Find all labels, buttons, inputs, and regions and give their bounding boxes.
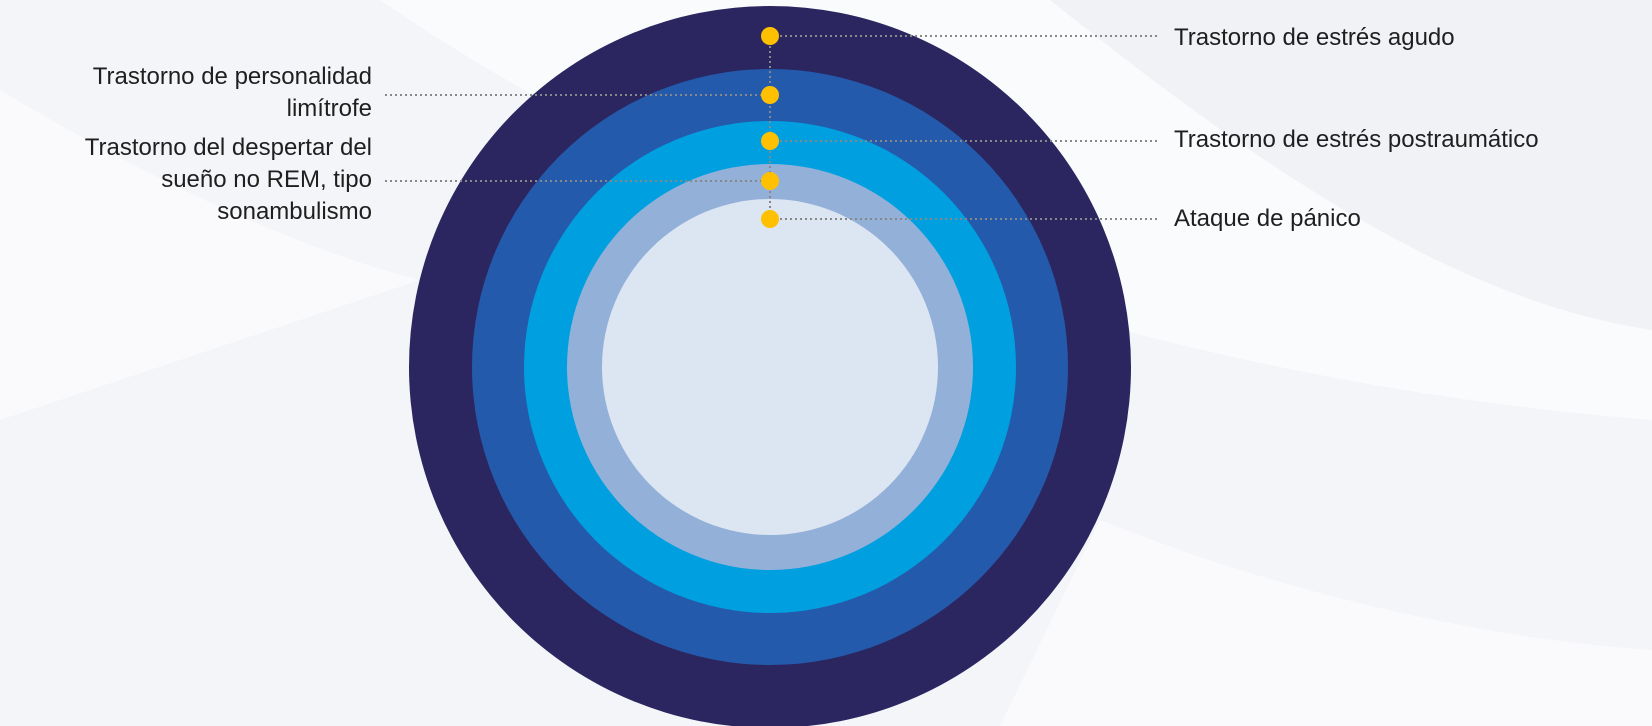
label-borderline: Trastorno de personalidad limítrofe <box>93 61 372 125</box>
label-sleepwalking-line3: sonambulismo <box>217 198 372 225</box>
ring-core <box>602 199 938 535</box>
marker-sleepwalking <box>761 172 779 190</box>
marker-ptsd <box>761 132 779 150</box>
label-acute-stress: Trastorno de estrés agudo <box>1174 22 1455 54</box>
label-sleepwalking: Trastorno del despertar del sueño no REM… <box>85 132 372 228</box>
label-borderline-line1: Trastorno de personalidad <box>92 63 372 90</box>
marker-panic <box>761 210 779 228</box>
marker-borderline <box>761 86 779 104</box>
label-ptsd: Trastorno de estrés postraumático <box>1174 124 1539 156</box>
label-sleepwalking-line2: sueño no REM, tipo <box>161 166 372 193</box>
label-panic-attack-text: Ataque de pánico <box>1174 205 1361 232</box>
label-sleepwalking-line1: Trastorno del despertar del <box>84 134 372 161</box>
label-acute-stress-text: Trastorno de estrés agudo <box>1174 24 1455 51</box>
label-ptsd-text: Trastorno de estrés postraumático <box>1174 126 1539 153</box>
label-borderline-line2: limítrofe <box>286 95 372 122</box>
marker-acute-stress <box>761 27 779 45</box>
label-panic-attack: Ataque de pánico <box>1174 203 1361 235</box>
